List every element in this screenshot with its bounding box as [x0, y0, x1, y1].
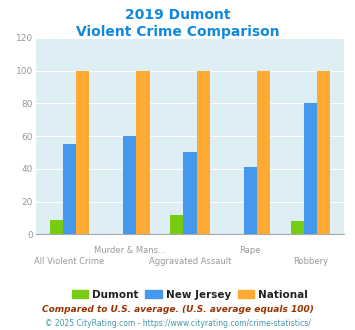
- Bar: [50, 219, 63, 234]
- Text: Violent Crime Comparison: Violent Crime Comparison: [76, 25, 279, 39]
- Text: 2019 Dumont: 2019 Dumont: [125, 8, 230, 22]
- Legend: Dumont, New Jersey, National: Dumont, New Jersey, National: [67, 285, 312, 304]
- Text: Rape: Rape: [239, 246, 261, 255]
- Text: © 2025 CityRating.com - https://www.cityrating.com/crime-statistics/: © 2025 CityRating.com - https://www.city…: [45, 319, 310, 328]
- Bar: [197, 71, 210, 234]
- Text: Aggravated Assault: Aggravated Assault: [149, 257, 231, 266]
- Bar: [76, 71, 89, 234]
- Bar: [63, 144, 76, 234]
- Text: Murder & Mans...: Murder & Mans...: [94, 246, 166, 255]
- Bar: [136, 71, 149, 234]
- Text: All Violent Crime: All Violent Crime: [34, 257, 104, 266]
- Bar: [170, 214, 183, 234]
- Bar: [290, 221, 304, 234]
- Bar: [317, 71, 330, 234]
- Bar: [183, 152, 197, 234]
- Bar: [257, 71, 270, 234]
- Bar: [123, 136, 136, 234]
- Text: Robbery: Robbery: [293, 257, 328, 266]
- Bar: [304, 103, 317, 234]
- Bar: [244, 167, 257, 234]
- Text: Compared to U.S. average. (U.S. average equals 100): Compared to U.S. average. (U.S. average …: [42, 305, 313, 314]
